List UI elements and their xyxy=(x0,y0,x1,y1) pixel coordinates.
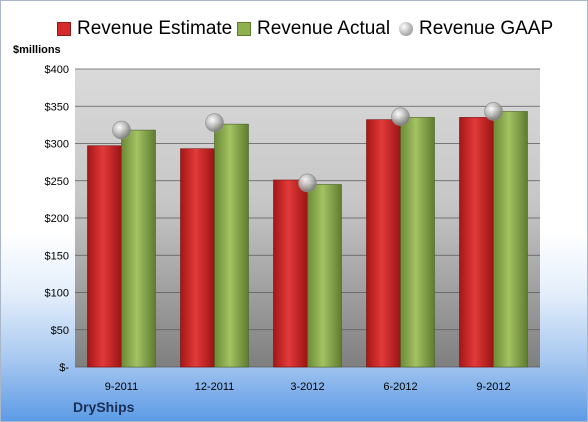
legend-item-estimate: Revenue Estimate xyxy=(57,17,232,41)
y-tick-label: $50 xyxy=(51,325,69,337)
legend-item-actual: Revenue Actual xyxy=(237,17,390,41)
y-axis-unit-label: $millions xyxy=(13,44,61,56)
y-tick-label: $300 xyxy=(45,139,69,151)
legend-item-gaap: Revenue GAAP xyxy=(399,17,553,41)
y-tick-label: $200 xyxy=(45,213,69,225)
bar-revenue-estimate xyxy=(180,148,215,368)
legend-swatch-actual xyxy=(237,22,251,36)
y-tick-label: $350 xyxy=(45,101,69,113)
x-tick-label: 3-2012 xyxy=(290,381,324,393)
bar-revenue-estimate xyxy=(273,179,308,368)
legend-label-estimate: Revenue Estimate xyxy=(77,18,233,39)
bar-revenue-actual xyxy=(121,129,156,368)
y-tick-label: $100 xyxy=(45,288,69,300)
marker-revenue-gaap xyxy=(298,173,317,193)
x-tick-label: 12-2011 xyxy=(195,381,235,393)
bar-revenue-actual xyxy=(400,117,435,368)
y-tick-label: $150 xyxy=(45,250,69,262)
y-tick-label: $250 xyxy=(45,176,69,188)
legend-swatch-estimate xyxy=(57,22,71,36)
x-axis-ticks: 9-2011 12-2011 3-2012 6-2012 9-2012 xyxy=(105,381,511,393)
bar-revenue-estimate xyxy=(87,145,122,368)
marker-revenue-gaap xyxy=(205,113,224,132)
x-tick-label: 9-2011 xyxy=(105,381,138,393)
gaap-markers xyxy=(112,102,503,193)
x-tick-label: 6-2012 xyxy=(383,381,417,393)
bars xyxy=(87,111,528,368)
y-axis-ticks: $- $50 $100 $150 $200 $250 $300 $350 $400 xyxy=(45,64,70,374)
bar-revenue-estimate xyxy=(366,119,401,368)
x-tick-label: 9-2012 xyxy=(476,381,510,393)
bar-revenue-actual xyxy=(493,111,528,368)
y-tick-label: $- xyxy=(59,362,69,374)
bar-revenue-actual xyxy=(307,184,342,368)
legend-swatch-gaap xyxy=(399,22,413,36)
legend: Revenue Estimate Revenue Actual Revenue … xyxy=(1,17,587,41)
legend-label-actual: Revenue Actual xyxy=(257,18,391,39)
marker-revenue-gaap xyxy=(484,102,503,121)
y-tick-label: $400 xyxy=(45,64,69,76)
legend-label-gaap: Revenue GAAP xyxy=(419,18,554,39)
bar-revenue-estimate xyxy=(459,117,494,368)
bar-revenue-actual xyxy=(214,123,249,368)
marker-revenue-gaap xyxy=(391,107,410,126)
company-name: DryShips xyxy=(73,399,135,415)
marker-revenue-gaap xyxy=(112,120,131,140)
